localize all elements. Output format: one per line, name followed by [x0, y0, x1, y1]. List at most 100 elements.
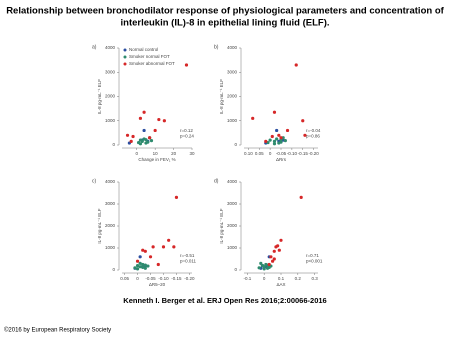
- x-axis-label: ΔAX: [276, 282, 285, 287]
- legend-marker: [123, 55, 127, 59]
- point: [153, 128, 157, 133]
- x-tick-label: -0.10: [158, 276, 169, 281]
- y-tick-label: 2000: [105, 223, 116, 228]
- x-tick-label: 0.1: [278, 276, 285, 281]
- point: [262, 265, 266, 269]
- point: [275, 128, 279, 133]
- point: [272, 257, 276, 261]
- y-axis-label: IL-8 pg·mL⁻¹ ELF: [219, 79, 224, 114]
- point: [259, 261, 263, 265]
- point: [143, 249, 147, 253]
- x-tick-label: 10: [153, 151, 159, 156]
- y-tick-label: 2000: [227, 94, 238, 99]
- x-tick-label: -0.20: [309, 151, 320, 156]
- point: [144, 138, 148, 142]
- y-axis-label: IL-8 pg·mL⁻¹ ELF: [97, 208, 102, 243]
- panel-label: c): [92, 178, 97, 184]
- x-tick-label: -0.15: [171, 276, 182, 281]
- panel-label: b): [214, 44, 219, 50]
- legend-label: Smoker normal FOT: [129, 54, 170, 59]
- y-tick-label: 3000: [227, 69, 238, 74]
- point: [138, 116, 143, 120]
- point: [172, 245, 176, 249]
- point: [257, 266, 261, 270]
- panel-label: a): [92, 44, 97, 50]
- point: [264, 139, 268, 143]
- point: [299, 195, 303, 199]
- point: [262, 267, 266, 271]
- point: [283, 139, 287, 143]
- y-tick-label: 1000: [227, 245, 238, 250]
- legend-label: Smoker abnormal FOT: [129, 61, 175, 66]
- point: [162, 119, 166, 123]
- point: [272, 110, 277, 114]
- x-tick-label: 0: [135, 151, 138, 156]
- point: [279, 238, 283, 242]
- point: [135, 264, 140, 268]
- point: [141, 248, 145, 252]
- point: [138, 265, 142, 269]
- x-tick-label: 0.05: [120, 276, 129, 281]
- x-axis-label: ΔR5–20: [149, 282, 166, 287]
- caption: Kenneth I. Berger et al. ERJ Open Res 20…: [123, 296, 326, 305]
- point: [138, 255, 142, 259]
- point: [129, 139, 133, 143]
- annotation: r=0.12: [180, 128, 193, 133]
- point: [272, 142, 277, 146]
- y-tick-label: 2000: [105, 94, 116, 99]
- y-tick-label: 1000: [105, 245, 116, 250]
- x-tick-label: -0.05: [276, 151, 287, 156]
- y-tick-label: 2000: [227, 223, 238, 228]
- annotation: p=0.86: [306, 134, 320, 139]
- point: [157, 117, 161, 122]
- point: [277, 133, 281, 137]
- point: [272, 139, 277, 143]
- x-tick-label: -0.10: [287, 151, 298, 156]
- y-tick-label: 0: [112, 142, 115, 147]
- title-line: Relationship between bronchodilator resp…: [6, 6, 444, 17]
- point: [140, 139, 144, 143]
- legend-marker: [123, 62, 127, 66]
- point: [149, 139, 154, 143]
- annotation: p=0.011: [180, 259, 197, 264]
- legend-marker: [123, 48, 127, 52]
- point: [272, 249, 276, 253]
- x-tick-label: 0: [263, 276, 266, 281]
- x-tick-label: 20: [171, 151, 177, 156]
- point: [125, 133, 130, 137]
- point: [143, 263, 147, 267]
- y-tick-label: 4000: [105, 45, 116, 50]
- point: [251, 116, 255, 120]
- copyright: ©2016 by European Respiratory Society: [4, 327, 111, 334]
- point: [275, 137, 279, 141]
- y-tick-label: 4000: [227, 179, 238, 184]
- point: [148, 255, 153, 259]
- title-line: interleukin (IL)-8 in epithelial lining …: [121, 18, 330, 29]
- point: [161, 245, 166, 249]
- point: [167, 238, 171, 242]
- point: [156, 262, 160, 267]
- point: [303, 133, 307, 137]
- annotation: r=-0.04: [306, 128, 321, 133]
- x-tick-label: 0: [136, 276, 139, 281]
- point: [143, 266, 147, 270]
- x-tick-label: 0.05: [255, 151, 264, 156]
- x-tick-label: 30: [189, 151, 195, 156]
- point: [142, 128, 146, 133]
- y-tick-label: 0: [112, 267, 115, 272]
- point: [267, 262, 271, 267]
- point: [184, 63, 189, 67]
- point: [151, 245, 155, 249]
- point: [174, 195, 179, 199]
- point: [146, 264, 150, 268]
- point: [270, 259, 275, 263]
- x-tick-label: -0.20: [184, 276, 195, 281]
- annotation: p<0.001: [306, 259, 323, 264]
- point: [270, 134, 274, 139]
- annotation: p=0.24: [180, 134, 194, 139]
- point: [276, 244, 280, 248]
- x-tick-label: 0: [269, 151, 272, 156]
- annotation: r=0.71: [306, 253, 319, 258]
